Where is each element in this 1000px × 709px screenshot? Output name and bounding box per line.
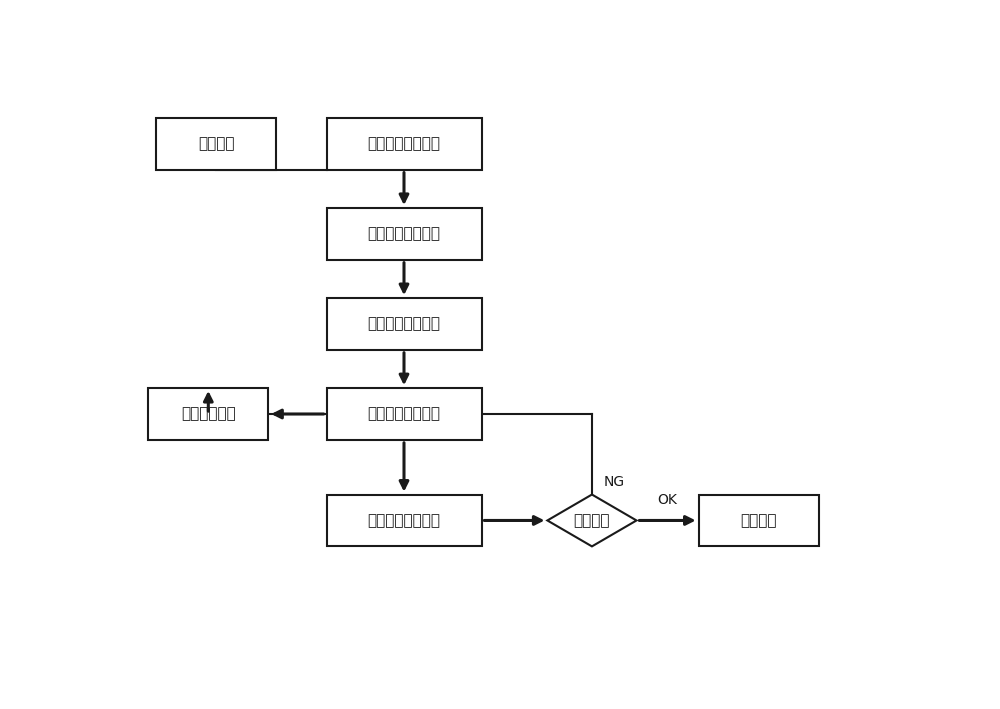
FancyBboxPatch shape	[326, 118, 482, 169]
FancyBboxPatch shape	[326, 388, 482, 440]
Text: NG: NG	[604, 475, 625, 489]
FancyBboxPatch shape	[698, 495, 819, 547]
Text: 粒度监测: 粒度监测	[574, 513, 610, 528]
Text: 低温高速流化烧结: 低温高速流化烧结	[368, 513, 440, 528]
Text: 低温低速流化烧结: 低温低速流化烧结	[368, 226, 440, 241]
Text: 热风制备: 热风制备	[198, 136, 234, 151]
Text: 待反应料入反应炉: 待反应料入反应炉	[368, 136, 440, 151]
FancyBboxPatch shape	[326, 208, 482, 259]
Polygon shape	[547, 495, 637, 547]
Text: OK: OK	[658, 493, 677, 507]
FancyBboxPatch shape	[156, 118, 276, 169]
Text: 高温低速流化烧结: 高温低速流化烧结	[368, 316, 440, 331]
Text: 细粉分离收集: 细粉分离收集	[181, 406, 236, 422]
Text: 高温高速流化烧结: 高温高速流化烧结	[368, 406, 440, 422]
FancyBboxPatch shape	[148, 388, 268, 440]
Text: 工序成品: 工序成品	[740, 513, 777, 528]
FancyBboxPatch shape	[326, 495, 482, 547]
FancyBboxPatch shape	[326, 298, 482, 350]
